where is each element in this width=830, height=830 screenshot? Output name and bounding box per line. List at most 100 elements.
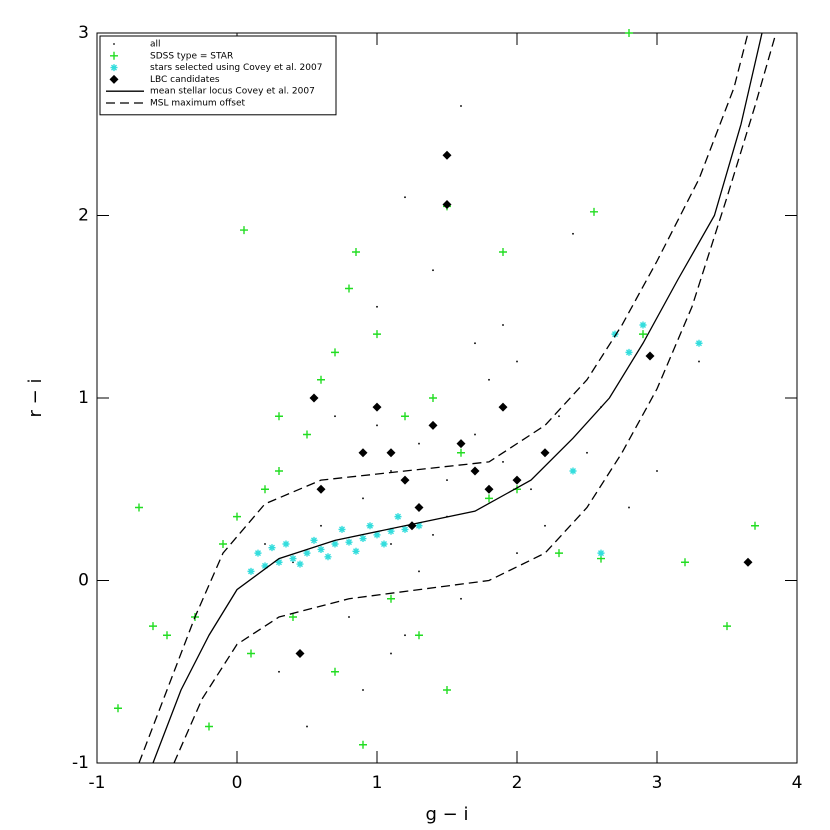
point [359, 740, 367, 749]
point [316, 484, 326, 494]
x-tick-label: 4 [792, 773, 803, 793]
locus-line [138, 32, 749, 764]
x-axis-label: g − i [426, 804, 469, 825]
y-tick-label: 2 [78, 206, 89, 226]
x-tick-label: 1 [372, 773, 383, 793]
locus-line [152, 32, 763, 764]
point [428, 420, 438, 430]
point [611, 330, 619, 338]
point [723, 622, 731, 631]
point [359, 535, 367, 543]
legend-label: SDSS type = STAR [150, 51, 233, 61]
point [254, 549, 262, 557]
y-tick-label: 3 [78, 23, 89, 43]
point [499, 248, 507, 256]
point [135, 503, 143, 512]
point [310, 536, 318, 544]
point [163, 631, 171, 640]
locus-line [173, 32, 777, 764]
point [639, 330, 647, 339]
point [303, 430, 311, 439]
point [373, 330, 381, 339]
point [295, 649, 305, 658]
point [331, 667, 339, 676]
x-tick-label: -1 [89, 773, 106, 793]
point [429, 394, 437, 402]
point [387, 527, 395, 535]
point [275, 558, 283, 566]
point [149, 622, 157, 631]
y-tick-label: 0 [78, 571, 89, 591]
point [317, 545, 325, 553]
point [205, 722, 213, 731]
point [498, 402, 508, 412]
legend-marker [109, 74, 119, 84]
point [372, 402, 382, 412]
point [456, 439, 466, 449]
x-tick-label: 0 [232, 773, 243, 793]
point [590, 207, 598, 216]
point [386, 448, 396, 458]
point [289, 613, 297, 621]
point [569, 467, 577, 475]
legend-label: MSL maximum offset [150, 99, 245, 109]
point [645, 351, 655, 361]
point [625, 348, 633, 356]
point [401, 525, 409, 533]
legend-label: LBC candidates [150, 75, 220, 85]
point [743, 557, 753, 567]
point [317, 375, 325, 384]
x-tick-label: 2 [512, 773, 523, 793]
point [442, 200, 452, 210]
plot-frame [96, 32, 798, 764]
point [681, 558, 689, 567]
point [275, 412, 283, 421]
point [345, 538, 353, 546]
point [401, 412, 409, 421]
point [352, 248, 360, 256]
point [751, 521, 759, 530]
point [366, 522, 374, 530]
point [695, 339, 703, 347]
point [247, 567, 255, 575]
point [470, 466, 480, 476]
point [352, 547, 360, 555]
point [442, 150, 452, 160]
point [400, 475, 410, 485]
x-tick-label: 3 [652, 773, 663, 793]
point [443, 686, 451, 694]
point [457, 448, 465, 457]
point [303, 549, 311, 557]
point [415, 631, 423, 640]
point [247, 649, 255, 658]
legend-label: stars selected using Covey et al. 2007 [150, 63, 322, 73]
y-tick-label: 1 [78, 388, 89, 408]
point [240, 226, 248, 235]
point [331, 540, 339, 548]
point [625, 29, 633, 37]
legend-box [99, 35, 337, 116]
point [394, 513, 402, 521]
point [268, 544, 276, 552]
point [338, 525, 346, 533]
point [415, 522, 423, 530]
point [275, 467, 283, 475]
legend-marker [110, 64, 118, 72]
point [597, 549, 605, 557]
y-axis-label: r − i [25, 379, 46, 418]
point [296, 560, 304, 568]
point [282, 540, 290, 548]
point [484, 484, 494, 494]
point [289, 555, 297, 563]
point [555, 549, 563, 558]
point [345, 284, 353, 293]
point [512, 475, 522, 485]
point [639, 321, 647, 329]
point [540, 448, 550, 458]
point [373, 531, 381, 539]
point [261, 485, 269, 494]
point [219, 540, 227, 548]
point [324, 553, 332, 561]
